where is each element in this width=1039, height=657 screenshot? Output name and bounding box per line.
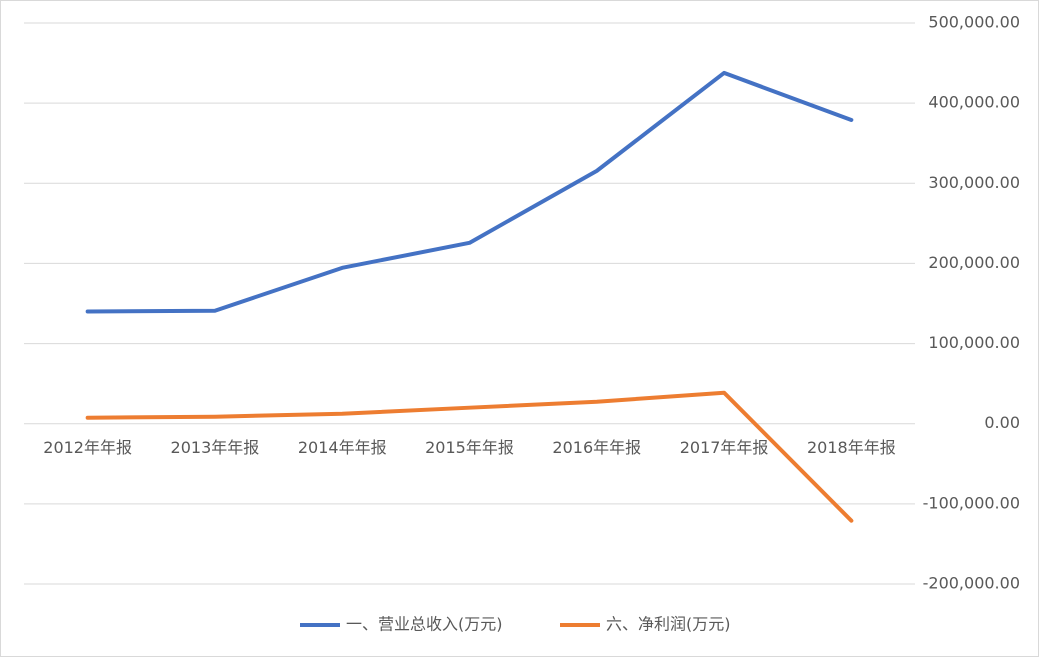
x-tick-label: 2016年年报 xyxy=(552,438,641,457)
x-tick-label: 2014年年报 xyxy=(298,438,387,457)
series-line xyxy=(85,70,854,314)
y-tick-label: -200,000.00 xyxy=(923,574,1020,593)
y-tick-label: 400,000.00 xyxy=(928,93,1020,112)
y-tick-label: 200,000.00 xyxy=(928,253,1020,272)
y-tick-label: -100,000.00 xyxy=(923,493,1020,512)
y-tick-label: 500,000.00 xyxy=(928,13,1020,32)
x-tick-label: 2018年年报 xyxy=(807,438,896,457)
x-tick-label: 2013年年报 xyxy=(171,438,260,457)
legend-label: 六、净利润(万元) xyxy=(606,615,731,634)
x-tick-label: 2017年年报 xyxy=(680,438,769,457)
y-tick-label: 0.00 xyxy=(984,413,1020,432)
y-tick-label: 100,000.00 xyxy=(928,333,1020,352)
legend-label: 一、营业总收入(万元) xyxy=(346,615,503,634)
x-tick-label: 2012年年报 xyxy=(43,438,132,457)
x-tick-label: 2015年年报 xyxy=(425,438,514,457)
y-tick-label: 300,000.00 xyxy=(928,173,1020,192)
series-line xyxy=(85,390,854,523)
